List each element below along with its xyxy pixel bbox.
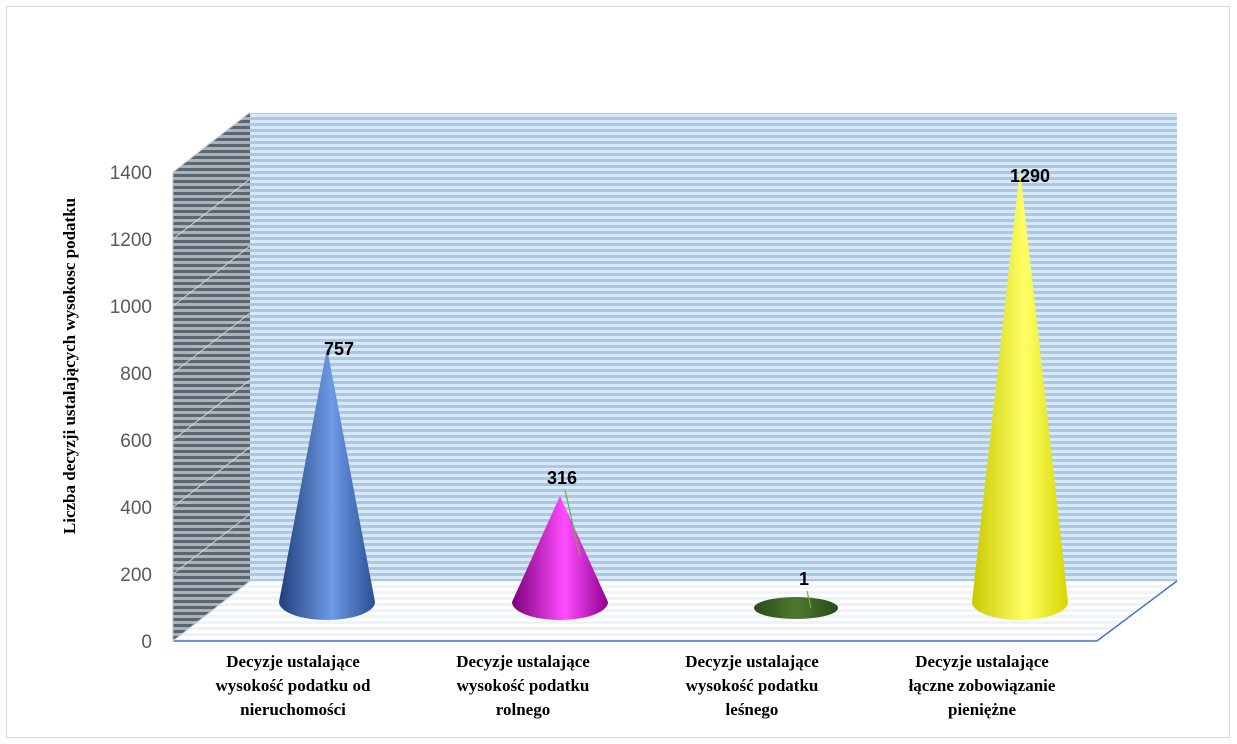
category-label: Decyzje ustalające wysokość podatku od n… — [215, 652, 371, 719]
y-tick-label: 0 — [141, 632, 152, 653]
side-wall — [173, 113, 250, 641]
data-label: 1290 — [1010, 166, 1050, 186]
leader-line — [564, 489, 581, 557]
gridline — [172, 178, 251, 240]
cone-bar — [754, 597, 838, 619]
gridline — [172, 111, 251, 173]
y-axis-label: Liczba decyzji ustalających wysokosc pod… — [60, 198, 79, 534]
cone-bar — [972, 169, 1068, 620]
cone-body — [972, 169, 1068, 620]
data-label: 1 — [799, 569, 809, 589]
gridline — [172, 379, 251, 441]
leader-line — [806, 590, 812, 609]
cone-body — [512, 495, 608, 620]
category-label: Decyzje ustalające wysokość podatku leśn… — [685, 652, 819, 719]
y-tick-label: 1000 — [110, 297, 152, 318]
back-wall — [250, 113, 1177, 581]
data-label: 316 — [547, 468, 577, 488]
floor — [173, 581, 1177, 641]
cone-bar — [279, 348, 375, 620]
gridline — [172, 446, 251, 508]
gridline — [172, 513, 251, 575]
gridline — [172, 245, 251, 307]
y-tick-label: 200 — [120, 565, 152, 586]
cone-bar — [512, 495, 608, 620]
y-tick-label: 1200 — [110, 230, 152, 251]
y-tick-label: 800 — [120, 364, 152, 385]
floor-edge-line — [1096, 580, 1178, 642]
category-label: Decyzje ustalające wysokość podatku roln… — [456, 652, 590, 719]
cone-body — [279, 348, 375, 620]
category-label: Decyzje ustalające łączne zobowiązanie p… — [908, 652, 1056, 719]
gridline — [172, 580, 251, 642]
y-tick-label: 600 — [120, 431, 152, 452]
cone-base — [754, 597, 838, 619]
y-tick-label: 1400 — [110, 163, 152, 184]
data-label: 757 — [324, 339, 354, 359]
gridline — [172, 312, 251, 374]
y-tick-label: 400 — [120, 498, 152, 519]
